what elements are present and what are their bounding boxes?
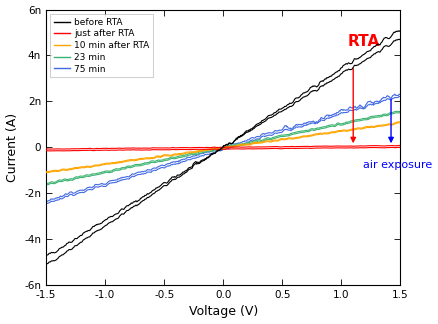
Text: air exposure: air exposure [362, 160, 431, 170]
X-axis label: Voltage (V): Voltage (V) [188, 306, 257, 318]
Text: RTA: RTA [346, 34, 379, 49]
Y-axis label: Current (A): Current (A) [6, 113, 18, 182]
Legend: before RTA, just after RTA, 10 min after RTA, 23 min, 75 min: before RTA, just after RTA, 10 min after… [50, 14, 152, 77]
